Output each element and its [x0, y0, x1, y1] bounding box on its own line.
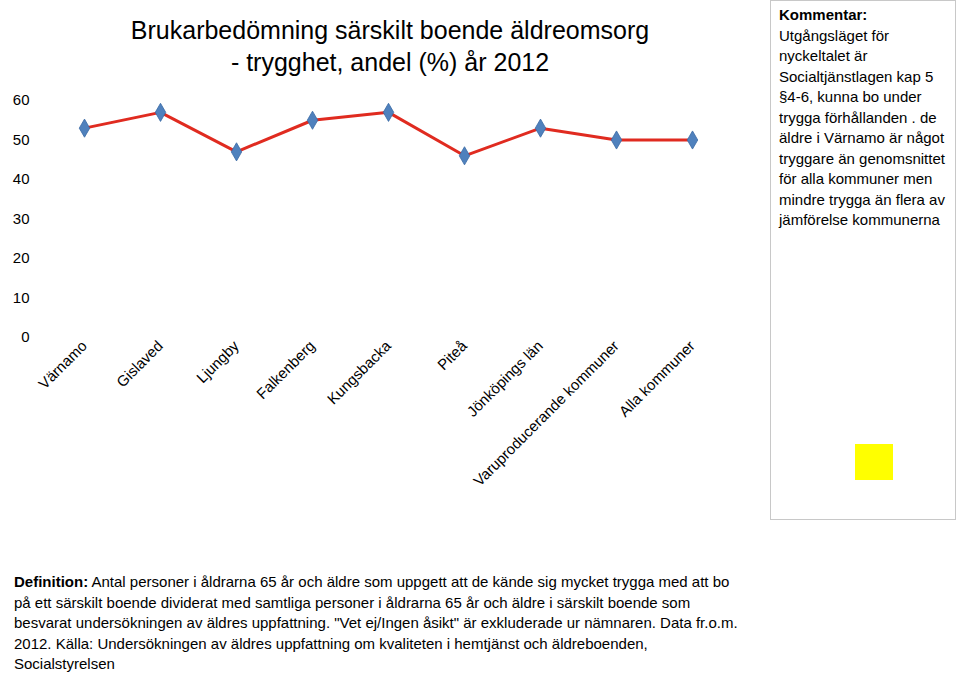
html-text:Kommentar:: Kommentar: [779, 6, 868, 23]
html-text:Brukarbedömning särskilt boend: Brukarbedömning särskilt boende äldreoms… [130, 16, 650, 44]
svg-text:0: 0 [21, 328, 29, 345]
svg-text:Jönköpings län: Jönköpings län [463, 337, 546, 420]
svg-text:Piteå: Piteå [434, 337, 471, 374]
svg-text:Falkenberg: Falkenberg [253, 337, 318, 402]
svg-text:50: 50 [13, 131, 30, 148]
svg-text:40: 40 [13, 170, 30, 187]
svg-text:Ljungby: Ljungby [193, 337, 243, 387]
svg-text:30: 30 [13, 210, 30, 227]
html-text:Utgångsläget för nyckeltalet ä: Utgångsläget för nyckeltalet är Socialtj… [779, 26, 945, 228]
svg-text:Värnamo: Värnamo [35, 337, 90, 392]
html-text:Definition: Antal personer i å: Definition: Antal personer i åldrarna 65… [14, 573, 738, 672]
svg-text:Kungsbacka: Kungsbacka [324, 337, 395, 408]
html-text:- trygghet, andel (%) år 2012: - trygghet, andel (%) år 2012 [230, 48, 550, 76]
svg-text:60: 60 [13, 91, 30, 108]
svg-text:Alla kommuner: Alla kommuner [615, 337, 698, 420]
svg-text:20: 20 [13, 249, 30, 266]
svg-text:10: 10 [13, 289, 30, 306]
svg-text:Varuproducerande kommuner: Varuproducerande kommuner [470, 337, 622, 489]
svg-text:Gislaved: Gislaved [113, 337, 166, 390]
